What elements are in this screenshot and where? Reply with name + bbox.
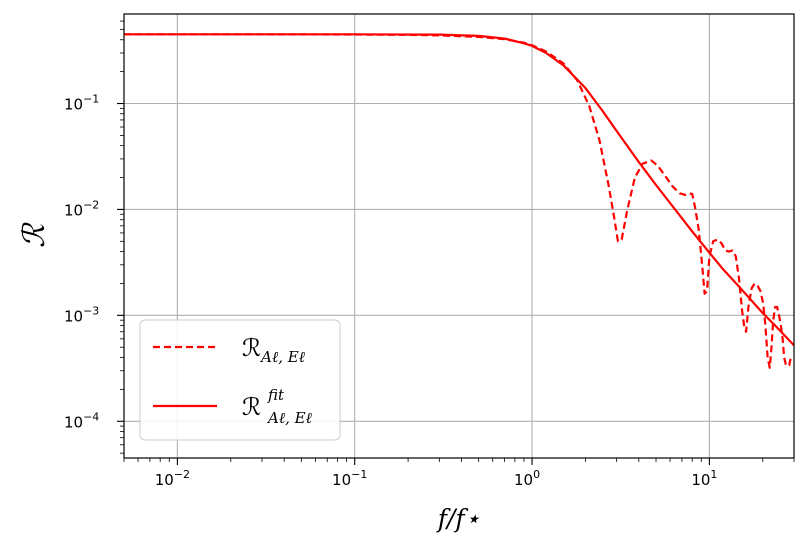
legend: ℛAℓ, Eℓ ℛ fit Aℓ, Eℓ bbox=[139, 319, 341, 441]
series-layer bbox=[124, 33, 794, 369]
x-tick-label: 10−1 bbox=[332, 468, 367, 489]
y-tick-label: 10−2 bbox=[64, 198, 99, 219]
legend-entry-data: ℛAℓ, Eℓ bbox=[242, 334, 305, 366]
x-axis-label: f/f⋆ bbox=[436, 504, 481, 533]
x-tick-label: 10−2 bbox=[155, 468, 190, 489]
y-tick-label: 10−3 bbox=[64, 304, 99, 325]
legend-entry-data-symbol: ℛ bbox=[242, 334, 261, 362]
y-axis-ticks: 10−1 10−2 10−3 10−4 bbox=[64, 93, 124, 431]
plot-frame bbox=[123, 13, 795, 459]
y-tick-label: 10−4 bbox=[64, 410, 99, 431]
legend-entry-fit-superscript: fit bbox=[267, 386, 285, 404]
series-fit-solid-line bbox=[124, 33, 794, 347]
legend-entry-fit-subscript: Aℓ, Eℓ bbox=[266, 409, 312, 427]
x-tick-label: 101 bbox=[691, 468, 717, 489]
y-axis-label: ℛ bbox=[17, 222, 52, 248]
x-axis-ticks: 10−2 10−1 100 101 bbox=[155, 458, 717, 489]
legend-entry-fit: ℛ bbox=[242, 393, 261, 421]
y-tick-label: 10−1 bbox=[64, 93, 99, 114]
legend-entry-fit-symbol: ℛ bbox=[242, 393, 261, 421]
legend-entry-data-subscript: Aℓ, Eℓ bbox=[259, 348, 305, 366]
minor-ticks bbox=[120, 20, 795, 462]
legend-box bbox=[139, 319, 341, 441]
x-tick-label: 100 bbox=[514, 468, 540, 489]
